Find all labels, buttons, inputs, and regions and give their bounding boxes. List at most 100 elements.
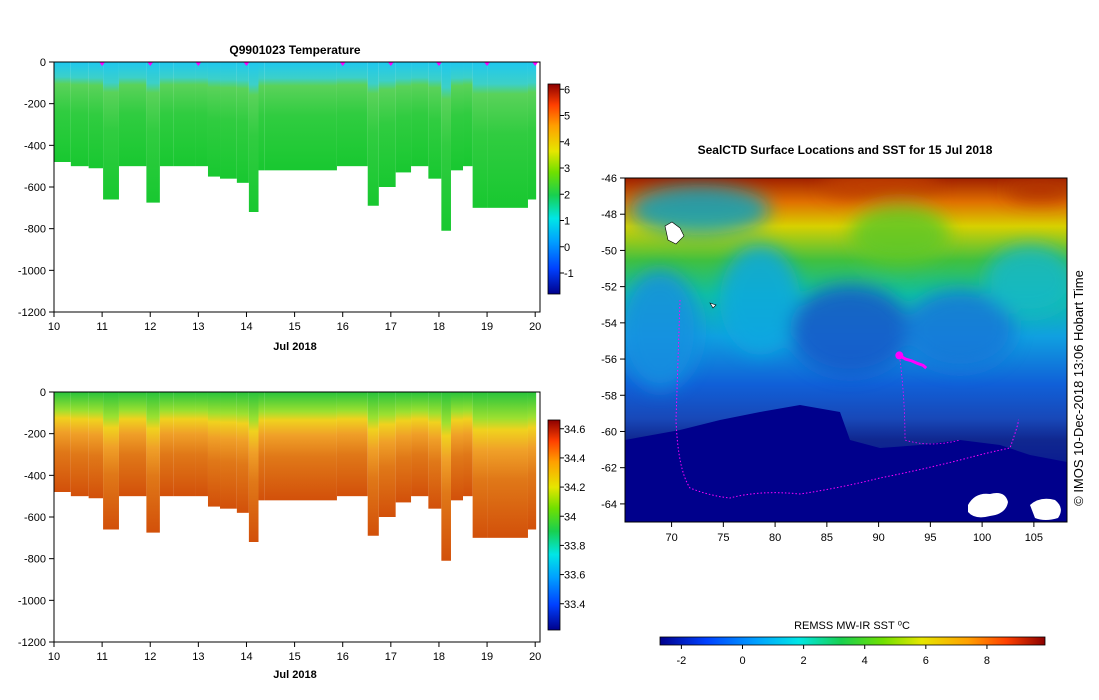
temperature-x-axis: 10 11 12 13 14 15 16 17 18 19 20 (48, 312, 541, 333)
profile-cell (88, 62, 104, 169)
profile-cell (472, 392, 488, 538)
x-tick-label: 19 (481, 321, 493, 333)
seal-position (895, 351, 904, 360)
colorbar-tick-label: 4 (564, 137, 570, 149)
salinity-panel: 0 -200 -400 -600 -800 -1000 -1200 10 11 12 13 14 15… (18, 387, 586, 681)
x-tick-label: 20 (529, 321, 541, 333)
colorbar-tick-label: 33.8 (564, 540, 585, 552)
profile-cell (207, 392, 221, 507)
profile-cell (258, 392, 265, 501)
y-tick-label: -200 (24, 99, 46, 111)
sst-colorbar-tick-label: 2 (801, 655, 807, 667)
colorbar-tick-label: 34.2 (564, 482, 585, 494)
profile-cell (70, 62, 89, 167)
x-tick-label: 18 (433, 651, 445, 663)
sst-field (625, 178, 1067, 522)
profile-cell (236, 62, 249, 183)
profile-cell (428, 62, 442, 179)
profile-cell (411, 392, 429, 497)
y-tick-label: -800 (24, 224, 46, 236)
x-tick-label: 12 (144, 651, 156, 663)
profile-cell (195, 62, 208, 167)
profile-cell (450, 392, 464, 501)
temperature-panel: Q9901023 Temperature 0 -200 -400 -600 -800 -1… (18, 43, 574, 353)
profile-cell (236, 392, 249, 513)
profile-cell (118, 392, 147, 497)
profile-cell (220, 392, 237, 509)
x-tick-label: 13 (192, 321, 204, 333)
x-tick-label: 16 (337, 651, 349, 663)
surface-marker (532, 62, 539, 66)
profile-cell (336, 62, 368, 167)
x-tick-label: 15 (288, 321, 300, 333)
profile-cell (450, 62, 464, 171)
profile-cell (248, 62, 259, 212)
profile-cell (411, 62, 429, 167)
profile-cell (207, 62, 221, 177)
lon-tick-label: 85 (821, 532, 833, 544)
lon-tick-label: 105 (1025, 532, 1043, 544)
surface-marker (435, 62, 442, 66)
sst-colorbar-tick-label: 6 (923, 655, 929, 667)
map-latitude-axis: -46 -48 -50 -52 -54 -56 -58 -60 -62 -64 (601, 173, 625, 511)
profile-cell (472, 62, 488, 208)
ice-shelves (664, 221, 1061, 520)
y-tick-label: -600 (24, 512, 46, 524)
profile-cell (441, 392, 451, 561)
temperature-colorbar (547, 83, 561, 295)
profile-cell (220, 62, 237, 179)
sst-colorbar (659, 636, 1046, 646)
map-frame (624, 177, 1068, 523)
kerguelen-island (709, 302, 717, 309)
lat-tick-label: -62 (601, 463, 617, 475)
profile-cell (248, 392, 259, 542)
profile-cell (118, 62, 147, 167)
surface-marker (484, 62, 491, 66)
profile-cell (395, 62, 412, 173)
surface-marker (387, 62, 394, 66)
surface-marker (243, 62, 250, 66)
profile-cell (428, 392, 442, 509)
map-longitude-axis: 70 75 80 85 90 95 100 105 (665, 522, 1043, 544)
profile-cell (378, 392, 396, 517)
profile-cell (487, 62, 528, 208)
salinity-x-axis: 10 11 12 13 14 15 16 17 18 19 20 (48, 642, 541, 663)
profile-cell (103, 62, 119, 200)
lon-tick-label: 75 (717, 532, 729, 544)
profile-cell (173, 392, 196, 497)
lat-tick-label: -50 (601, 245, 617, 257)
profile-cell (54, 392, 71, 492)
y-tick-label: -800 (24, 554, 46, 566)
x-tick-label: 11 (96, 651, 107, 663)
y-tick-label: -600 (24, 182, 46, 194)
temperature-y-axis: 0 -200 -400 -600 -800 -1000 -1200 (18, 57, 54, 319)
x-tick-label: 19 (481, 651, 493, 663)
colorbar-tick-label: 2 (564, 189, 570, 201)
x-tick-label: 12 (144, 321, 156, 333)
seal-track (898, 354, 928, 370)
x-tick-label: 16 (337, 321, 349, 333)
surface-marker (99, 62, 106, 66)
lat-tick-label: -46 (601, 173, 617, 185)
profile-cell (159, 392, 174, 497)
lon-tick-label: 80 (769, 532, 781, 544)
profile-cell (487, 392, 528, 538)
profile-cell (395, 392, 412, 503)
temperature-xlabel: Jul 2018 (273, 341, 316, 353)
profile-cell (441, 62, 451, 231)
x-tick-label: 10 (48, 651, 60, 663)
x-tick-label: 15 (288, 651, 300, 663)
colorbar-tick-label: 33.6 (564, 570, 585, 582)
profile-cell (367, 392, 379, 536)
x-tick-label: 14 (240, 651, 252, 663)
colorbar-tick-label: -1 (564, 268, 574, 280)
surface-marker (339, 62, 346, 66)
profile-cell (367, 62, 379, 206)
sst-colorbar-tick-label: 8 (984, 655, 990, 667)
y-tick-label: -1200 (18, 637, 46, 649)
profile-cell (264, 392, 337, 501)
profile-cell (527, 392, 537, 530)
profile-cell (463, 62, 473, 167)
imos-timestamp: © IMOS 10-Dec-2018 13:06 Hobart Time (1071, 270, 1086, 506)
